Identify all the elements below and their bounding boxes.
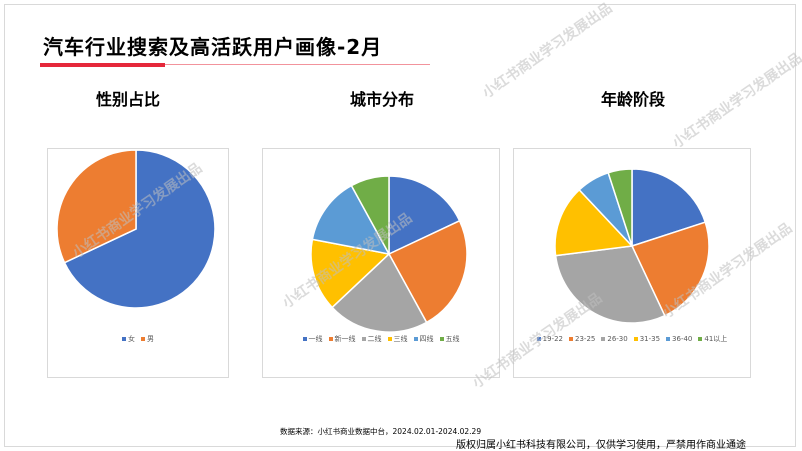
gender-pie-chart (56, 149, 216, 309)
legend-label: 36-40 (672, 335, 693, 343)
page-title: 汽车行业搜索及高活跃用户画像-2月 (43, 35, 383, 59)
legend-item: 36-40 (666, 334, 692, 344)
legend-item: 男 (141, 334, 154, 344)
legend-label: 五线 (445, 335, 460, 343)
pie-slice-男 (56, 149, 137, 264)
legend-item: 41以上 (698, 334, 727, 344)
data-source: 数据来源：小红书商业数据中台，2024.02.01-2024.02.29 (280, 427, 482, 436)
legend-swatch (698, 337, 703, 341)
legend-label: 一线 (308, 335, 323, 343)
legend-label: 二线 (367, 335, 382, 343)
legend-label: 男 (147, 335, 154, 343)
pie-slice-五线 (350, 175, 390, 255)
chart-title-age: 年龄阶段 (600, 90, 665, 109)
legend-swatch (413, 337, 418, 341)
legend-item: 31-35 (633, 334, 661, 344)
legend-label: 23-25 (575, 335, 596, 343)
gender-legend: 女男 (48, 334, 228, 344)
legend-swatch (122, 337, 126, 341)
chart-title-city: 城市分布 (349, 90, 414, 109)
legend-item: 一线 (302, 334, 323, 344)
legend-label: 三线 (393, 335, 408, 343)
legend-swatch (387, 337, 392, 341)
age-legend: 19-22 23-25 26-30 31-35 36-40 41以上 (514, 334, 750, 344)
pie-slice-41以上 (607, 168, 633, 247)
legend-item: 二线 (361, 334, 382, 344)
legend-swatch (361, 337, 366, 341)
city-pie-chart (310, 175, 468, 333)
pie-slice-31-35 (554, 188, 634, 257)
pie-slice-四线 (311, 184, 391, 256)
legend-swatch (569, 337, 574, 341)
pie-slice-新一线 (387, 219, 468, 324)
copyright-notice: 版权归属小红书科技有限公司，仅供学习使用，严禁用作商业通途 (456, 440, 746, 451)
legend-swatch (439, 337, 444, 341)
legend-label: 新一线 (334, 335, 356, 343)
age-chart-panel: 19-22 23-25 26-30 31-35 36-40 41以上 (513, 148, 751, 378)
legend-label: 26-30 (607, 335, 628, 343)
title-underline (165, 64, 430, 65)
age-pie-chart (554, 168, 710, 324)
legend-item: 新一线 (328, 334, 356, 344)
legend-label: 四线 (419, 335, 434, 343)
legend-item: 19-22 (536, 334, 564, 344)
pie-slice-二线 (331, 252, 428, 333)
legend-item: 三线 (387, 334, 408, 344)
title-underline-accent (40, 63, 165, 67)
pie-slice-三线 (310, 238, 391, 309)
legend-swatch (536, 337, 541, 341)
pie-slice-26-30 (554, 245, 666, 324)
legend-label: 女 (128, 335, 135, 343)
legend-swatch (601, 337, 606, 341)
pie-slice-女 (63, 149, 216, 309)
legend-swatch (141, 337, 145, 341)
pie-slice-19-22 (631, 168, 707, 248)
legend-swatch (666, 337, 671, 341)
pie-slice-23-25 (630, 221, 710, 317)
legend-item: 五线 (439, 334, 460, 344)
pie-slice-一线 (388, 175, 461, 256)
legend-label: 31-35 (639, 335, 661, 343)
legend-item: 26-30 (601, 334, 628, 344)
legend-label: 41以上 (704, 335, 728, 343)
chart-title-gender: 性别占比 (95, 90, 160, 109)
legend-swatch (633, 337, 638, 341)
legend-swatch (328, 337, 333, 341)
legend-item: 四线 (413, 334, 434, 344)
city-legend: 一线 新一线 二线 三线 四线 五线 (263, 334, 499, 344)
city-chart-panel: 一线 新一线 二线 三线 四线 五线 (262, 148, 500, 378)
legend-item: 23-25 (569, 334, 595, 344)
legend-item: 女 (122, 334, 135, 344)
legend-label: 19-22 (542, 335, 564, 343)
slide-frame (4, 4, 796, 447)
legend-swatch (302, 337, 307, 341)
gender-chart-panel: 女男 (47, 148, 229, 378)
